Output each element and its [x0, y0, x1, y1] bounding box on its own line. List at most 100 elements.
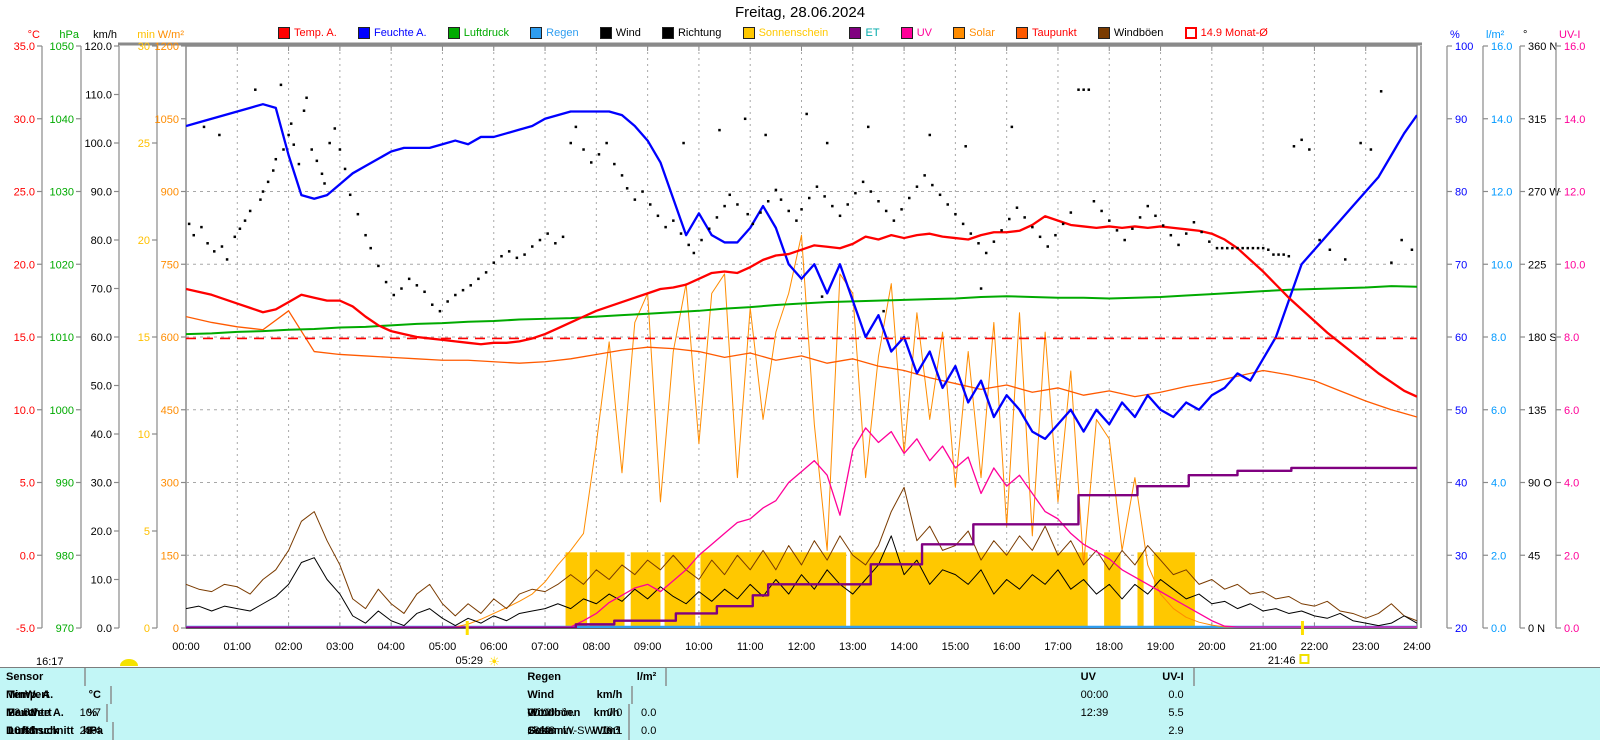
x-tick-label: 14:00	[890, 641, 918, 653]
axis-tick-min: 10	[138, 429, 150, 441]
axis-tick-uvi: 6.0	[1564, 405, 1579, 417]
table-cell-direction: W-SW	[563, 725, 595, 737]
table-column-unit: °C	[88, 689, 101, 701]
axis-tick-lm2: 2.0	[1491, 550, 1506, 562]
sun-event-tick	[465, 621, 469, 635]
x-tick-label: 07:00	[531, 641, 559, 653]
table-column-unit: hPa	[82, 725, 103, 737]
x-tick-label: 01:00	[224, 641, 252, 653]
axis-tick-deg: 225	[1528, 259, 1546, 271]
legend-label-wind: Wind	[615, 27, 641, 39]
table-cell-value: 5.5	[1168, 707, 1184, 719]
axis-tick-deg: 270 W	[1528, 187, 1560, 199]
legend-swatch-luftdruck	[447, 27, 460, 39]
legend-item-monat: 14.9 Monat-Ø	[1184, 27, 1268, 39]
legend-item-feuchte: Feuchte A.	[357, 27, 427, 39]
table-cell: 16:48 23.4	[0, 722, 110, 740]
axis-unit-min: min	[137, 29, 155, 41]
moon-time-label: 16:17	[36, 656, 64, 667]
series-temp	[186, 215, 1417, 398]
axis-tick-kmh: 70.0	[91, 284, 112, 296]
axis-unit-wm2: W/m²	[158, 29, 185, 41]
axis-tick-uvi: 12.0	[1564, 187, 1585, 199]
legend-swatch-feuchte	[357, 27, 370, 39]
axis-tick-lm2: 14.0	[1491, 114, 1512, 126]
axis-tick-hpa: 990	[56, 478, 74, 490]
table-column-unit: km/h	[593, 707, 620, 719]
legend-item-windboeen: Windböen	[1097, 27, 1163, 39]
table-cell-value: 0.0	[607, 707, 623, 719]
axis-tick-pct: 40	[1455, 478, 1467, 490]
axis-tick-hpa: 1020	[50, 259, 74, 271]
table-cell: 00:00 0.0	[519, 704, 665, 722]
legend-label-taupunkt: Taupunkt	[1032, 27, 1077, 39]
x-tick-label: 24:00	[1403, 641, 1431, 653]
table-cell-time: 13:48	[527, 725, 555, 737]
series-taupunkt	[186, 310, 1417, 418]
axis-tick-pct: 100	[1455, 41, 1473, 53]
table-column-name: UV	[1080, 671, 1096, 683]
legend-label-regen: Regen	[546, 27, 579, 39]
chart: °C35.030.025.020.015.010.05.00.0-5.0hPa1…	[14, 29, 1586, 667]
axis-tick-deg: 360 N	[1528, 41, 1557, 53]
axis-tick-hpa: 1030	[50, 187, 74, 199]
legend-swatch-taupunkt	[1016, 27, 1029, 39]
table-column-unit: km/h	[596, 689, 623, 701]
x-tick-label: 19:00	[1147, 641, 1175, 653]
axis-tick-temp: 0.0	[20, 550, 35, 562]
table-cell-value: 19.1	[600, 725, 623, 737]
axis-tick-min: 0	[144, 623, 150, 635]
table-cell-value: 23.4	[79, 725, 101, 737]
x-tick-label: 09:00	[634, 641, 662, 653]
legend-swatch-monat	[1184, 27, 1197, 39]
table-cell: 16:51 46	[0, 722, 106, 740]
table-cell: 00:00 0.0	[1073, 686, 1193, 704]
plot-area	[186, 83, 1417, 628]
x-tick-label: 18:00	[1095, 641, 1123, 653]
axis-tick-temp: 15.0	[14, 332, 35, 344]
axis-tick-kmh: 120.0	[84, 41, 112, 53]
axis-tick-uvi: 16.0	[1564, 41, 1585, 53]
table-cell-value: 46	[84, 725, 97, 737]
table-cell-time: 12:39	[1080, 707, 1109, 719]
axis-tick-wm2: 900	[161, 187, 179, 199]
table-cell-time: 23:51	[8, 707, 36, 719]
axis-tick-uvi: 14.0	[1564, 114, 1585, 126]
x-tick-label: 15:00	[942, 641, 970, 653]
axis-tick-lm2: 12.0	[1491, 187, 1512, 199]
table-column-name: Feuchte A.	[8, 707, 64, 719]
legend-label-feuchte: Feuchte A.	[373, 27, 427, 39]
axis-tick-hpa: 980	[56, 550, 74, 562]
legend-swatch-solar	[953, 27, 966, 39]
x-tick-label: 23:00	[1352, 641, 1380, 653]
legend-swatch-et	[849, 27, 862, 39]
table-column-regen: Regen l/m² 00:00 0.0 Gesamt: 0.0	[519, 668, 668, 737]
table-row-header-column: Sensor MinWert MaxWert Durchschnitt	[0, 668, 86, 737]
legend-swatch-regen	[530, 27, 543, 39]
series-luftdruck	[186, 285, 1417, 336]
stats-table: Sensor MinWert MaxWert Durchschnitt Temp. A.…	[0, 667, 1600, 740]
table-column-unit: l/m²	[636, 671, 657, 683]
table-column-unit: %	[87, 707, 97, 719]
axis-tick-deg: 90 O	[1528, 478, 1552, 490]
table-column-unit: W/m²	[592, 725, 620, 737]
axis-tick-temp: 25.0	[14, 187, 35, 199]
axis-tick-temp: 5.0	[20, 478, 35, 490]
axis-tick-kmh: 80.0	[91, 235, 112, 247]
x-tick-label: 12:00	[788, 641, 816, 653]
moon-icon	[120, 659, 138, 666]
legend-swatch-wind	[599, 27, 612, 39]
axis-tick-temp: 10.0	[14, 405, 35, 417]
axis-tick-kmh: 60.0	[91, 332, 112, 344]
axis-tick-hpa: 1010	[50, 332, 74, 344]
legend-item-solar: Solar	[953, 27, 995, 39]
table-cell: 23:51 10.7	[0, 704, 110, 722]
table-column-unit: UV-I	[1162, 671, 1184, 683]
legend-swatch-uv	[900, 27, 913, 39]
legend-item-luftdruck: Luftdruck	[447, 27, 509, 39]
axis-tick-temp: -5.0	[16, 623, 35, 635]
axis-tick-uvi: 2.0	[1564, 550, 1579, 562]
series-feuchte	[186, 103, 1417, 441]
